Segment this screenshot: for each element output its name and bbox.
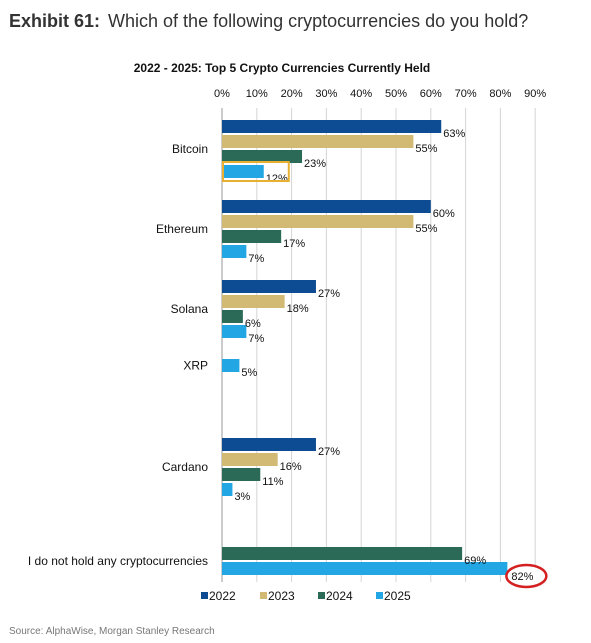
highlight-box — [222, 161, 290, 182]
bars — [222, 120, 508, 575]
legend-swatch — [318, 592, 325, 599]
bar — [222, 200, 431, 213]
category-label: I do not hold any cryptocurrencies — [28, 554, 208, 568]
legend: 2022 2023 2024 2025 — [201, 589, 411, 603]
category-labels: Bitcoin Ethereum Solana XRP Cardano I do not … — [28, 142, 208, 568]
data-label: 3% — [234, 491, 250, 503]
x-tick-label: 50% — [385, 88, 407, 100]
x-tick-label: 30% — [315, 88, 337, 100]
bar — [222, 150, 303, 163]
source-note: Source: AlphaWise, Morgan Stanley Resear… — [9, 626, 215, 637]
bar — [222, 453, 278, 466]
bar — [222, 438, 316, 451]
legend-label: 2024 — [326, 589, 353, 603]
data-label: 7% — [248, 253, 264, 265]
data-label: 60% — [433, 208, 455, 220]
legend-swatch — [260, 592, 267, 599]
bar — [222, 325, 247, 338]
bar — [222, 245, 247, 258]
bar-chart: 2022 - 2025: Top 5 Crypto Currencies Cur… — [28, 61, 548, 603]
data-label: 69% — [464, 555, 486, 567]
exhibit-number: Exhibit 61: — [9, 11, 101, 31]
legend-swatch — [376, 592, 383, 599]
x-tick-label: 20% — [281, 88, 303, 100]
bar — [222, 547, 463, 560]
data-label: 27% — [318, 446, 340, 458]
bar — [222, 120, 442, 133]
bar — [222, 135, 414, 148]
bar — [222, 215, 414, 228]
bar — [222, 310, 243, 323]
data-label: 27% — [318, 288, 340, 300]
category-label: Ethereum — [156, 222, 208, 236]
x-tick-labels: 0% 10% 20% 30% 40% 50% 60% 70% 80% 90% — [214, 88, 546, 100]
x-tick-label: 70% — [455, 88, 477, 100]
bar — [222, 230, 282, 243]
data-label: 55% — [415, 143, 437, 155]
bar — [222, 483, 233, 496]
bar — [222, 562, 508, 575]
data-label: 82% — [511, 571, 533, 583]
gridlines — [221, 108, 536, 582]
data-label: 12% — [266, 173, 288, 185]
exhibit-heading: Exhibit 61: Which of the following crypto… — [9, 11, 528, 32]
bar — [222, 295, 285, 308]
data-label: 6% — [245, 318, 261, 330]
legend-label: 2023 — [268, 589, 295, 603]
x-tick-label: 80% — [489, 88, 511, 100]
data-label: 17% — [283, 238, 305, 250]
data-labels: 63% 55% 23% 12% 60% 55% 17% 7% 27% 18% 6% 7% 5% 27% 16… — [234, 128, 531, 582]
x-tick-label: 0% — [214, 88, 230, 100]
highlight-circle — [505, 563, 548, 589]
category-label: Cardano — [162, 460, 208, 474]
exhibit-question: Which of the following cryptocurrencies … — [108, 11, 529, 31]
x-tick-label: 10% — [246, 88, 268, 100]
bar — [222, 280, 316, 293]
highlights: 82% — [222, 161, 548, 589]
legend-label: 2022 — [209, 589, 236, 603]
legend-label: 2025 — [384, 589, 411, 603]
data-label: 11% — [262, 476, 283, 488]
x-tick-label: 90% — [524, 88, 546, 100]
legend-swatch — [201, 592, 208, 599]
category-label: XRP — [183, 359, 208, 373]
data-label: 63% — [443, 128, 465, 140]
data-label: 55% — [415, 223, 437, 235]
x-tick-label: 60% — [420, 88, 442, 100]
category-label: Bitcoin — [172, 142, 208, 156]
data-label: 18% — [287, 303, 309, 315]
chart-title: 2022 - 2025: Top 5 Crypto Currencies Cur… — [134, 61, 431, 75]
data-label: 5% — [241, 367, 257, 379]
category-label: Solana — [171, 302, 209, 316]
bar — [222, 468, 261, 481]
data-label: 16% — [280, 461, 302, 473]
bar — [222, 165, 264, 178]
data-label: 7% — [248, 333, 264, 345]
data-label: 23% — [304, 158, 326, 170]
x-tick-label: 40% — [350, 88, 372, 100]
bar — [222, 359, 240, 372]
